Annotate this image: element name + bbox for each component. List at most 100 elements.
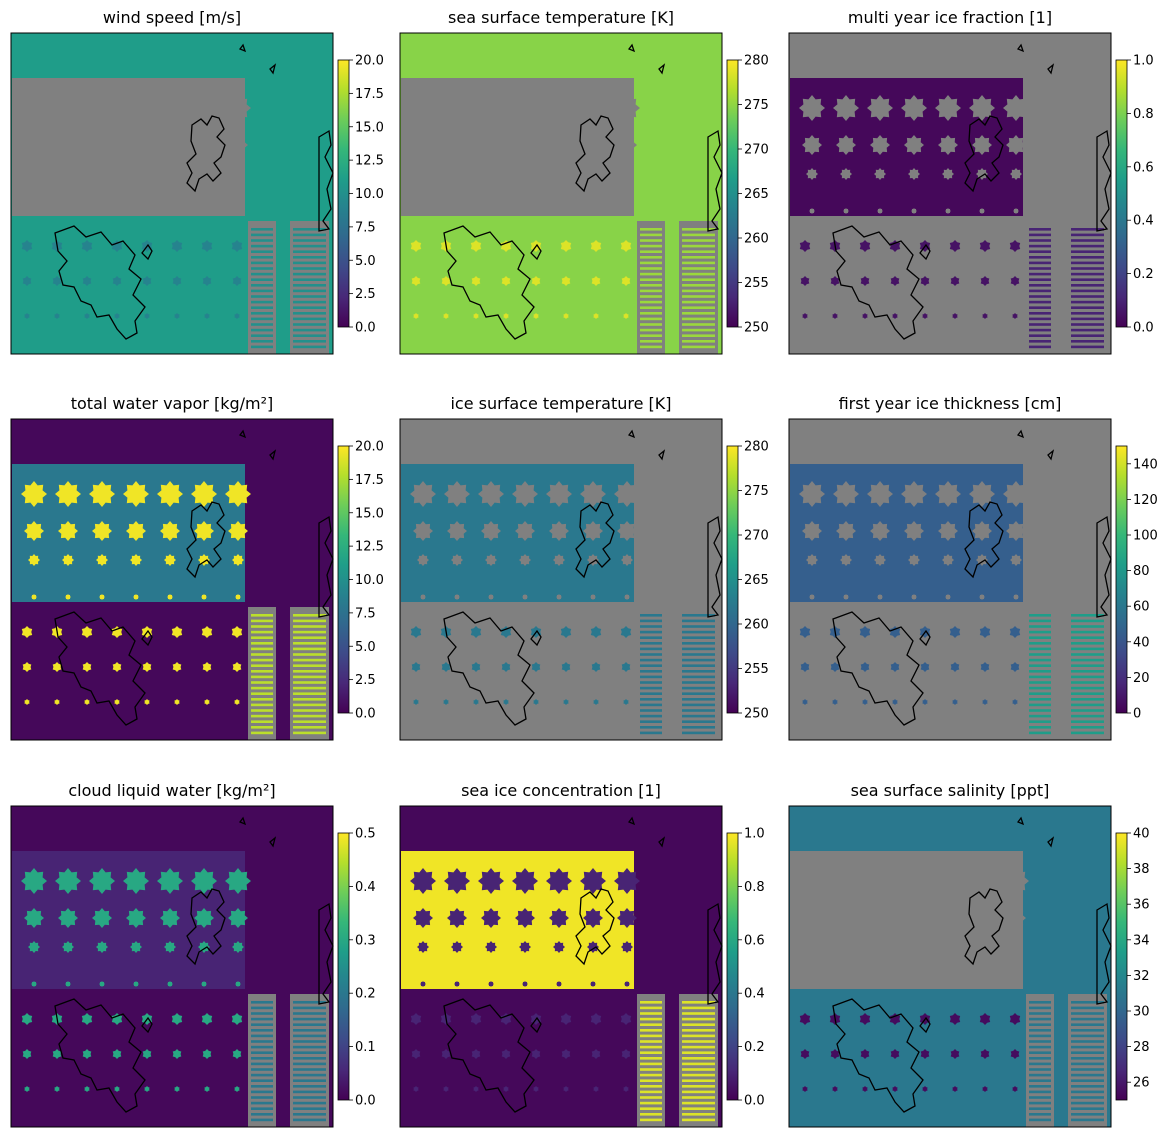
ice-box-marker bbox=[614, 481, 640, 507]
strip-band bbox=[682, 284, 715, 287]
open-water-marker bbox=[174, 699, 180, 705]
strip-band bbox=[1071, 289, 1104, 293]
strip-band bbox=[293, 720, 326, 723]
colorbar-tick-label: 1.0 bbox=[744, 827, 765, 842]
open-water-marker bbox=[593, 1086, 599, 1092]
ice-box-marker bbox=[451, 941, 463, 953]
colorbar-tick-label: 250 bbox=[744, 707, 769, 722]
ice-box-marker bbox=[130, 554, 142, 566]
strip-band bbox=[1071, 1006, 1104, 1010]
ice-box-marker bbox=[969, 868, 995, 894]
strip-band bbox=[640, 250, 662, 253]
colorbar-tick-label: 40 bbox=[1133, 827, 1150, 842]
ice-box-marker bbox=[228, 908, 248, 928]
ice-box-marker bbox=[870, 135, 890, 155]
strip-band bbox=[1029, 1062, 1051, 1066]
ice-box-marker bbox=[58, 908, 78, 928]
strip-band bbox=[251, 272, 273, 276]
open-water-marker bbox=[112, 662, 122, 672]
open-water-marker bbox=[234, 1086, 240, 1092]
strip-band bbox=[1071, 714, 1104, 718]
strip-band bbox=[293, 1085, 326, 1088]
strip-band bbox=[251, 1079, 273, 1082]
ice-box-marker bbox=[133, 208, 139, 214]
ice-box-marker bbox=[546, 868, 572, 894]
ice-box-marker bbox=[31, 594, 37, 600]
colorbar-tick-label: 0.4 bbox=[355, 880, 376, 895]
ice-box-marker bbox=[870, 908, 890, 928]
colorbar-tick-label: 7.5 bbox=[355, 606, 376, 621]
strip-band bbox=[1071, 1113, 1104, 1116]
open-water-marker bbox=[443, 313, 449, 319]
ice-box-marker bbox=[809, 594, 815, 600]
strip-band bbox=[682, 1040, 715, 1043]
strip-band bbox=[293, 731, 326, 735]
strip-band bbox=[1029, 703, 1051, 707]
ice-box-marker bbox=[417, 554, 429, 566]
map-frame bbox=[788, 418, 1112, 741]
strip-band bbox=[293, 664, 326, 667]
colorbar-tick-label: 5.0 bbox=[355, 640, 376, 655]
strip-band bbox=[251, 334, 273, 337]
strip-band bbox=[1029, 1107, 1051, 1110]
open-water-marker bbox=[799, 1013, 811, 1025]
ice-box-marker bbox=[945, 594, 951, 600]
coastline bbox=[575, 888, 615, 966]
colorbar-tick-label: 15.0 bbox=[355, 120, 384, 135]
strip-band bbox=[251, 709, 273, 712]
strip-band bbox=[682, 731, 715, 735]
strip-band bbox=[682, 1057, 715, 1060]
strip-band bbox=[251, 1096, 273, 1099]
strip-band bbox=[640, 1051, 662, 1054]
strip-band bbox=[640, 1096, 662, 1099]
strip-band bbox=[293, 1090, 326, 1094]
ice-box-marker bbox=[938, 521, 958, 541]
open-water-marker bbox=[204, 699, 210, 705]
open-water-marker bbox=[591, 1049, 601, 1059]
strip-region-2 bbox=[679, 607, 718, 740]
open-water-marker bbox=[84, 699, 90, 705]
strip-band bbox=[682, 709, 715, 712]
strip-band bbox=[1029, 1040, 1051, 1043]
coastline bbox=[627, 816, 636, 826]
strip-band bbox=[293, 289, 326, 293]
colorbar-tick-label: 280 bbox=[744, 54, 769, 69]
ice-box-marker bbox=[92, 135, 112, 155]
open-water-marker bbox=[1012, 1086, 1018, 1092]
strip-band bbox=[251, 1012, 273, 1015]
open-water-marker bbox=[531, 1049, 541, 1059]
open-water-marker bbox=[623, 313, 629, 319]
ice-box-marker bbox=[877, 981, 883, 987]
strip-band bbox=[1071, 1034, 1104, 1038]
open-water-marker bbox=[531, 276, 541, 286]
open-water-marker bbox=[621, 1049, 631, 1059]
ice-box-marker bbox=[130, 941, 142, 953]
ice-box-marker bbox=[614, 868, 640, 894]
ice-box-marker bbox=[228, 135, 248, 155]
strip-band bbox=[251, 714, 273, 718]
strip-band bbox=[251, 306, 273, 309]
map-frame bbox=[10, 32, 334, 355]
open-water-marker bbox=[231, 240, 243, 252]
open-water-marker bbox=[410, 240, 422, 252]
coastline bbox=[141, 243, 153, 261]
strip-band bbox=[251, 692, 273, 695]
coastline bbox=[964, 888, 1004, 966]
strip-band bbox=[1029, 317, 1051, 321]
strip-band bbox=[640, 300, 662, 304]
strip-band bbox=[640, 323, 662, 326]
colorbar-tick-label: 0 bbox=[1133, 707, 1141, 722]
colorbar-tick-label: 12.5 bbox=[355, 154, 384, 169]
strip-band bbox=[1029, 312, 1051, 315]
ice-box-marker bbox=[911, 594, 917, 600]
ice-box-marker bbox=[617, 908, 637, 928]
ice-box-marker bbox=[1010, 554, 1022, 566]
open-water-marker bbox=[142, 662, 152, 672]
strip-band bbox=[1029, 1006, 1051, 1010]
ice-box-marker bbox=[908, 168, 920, 180]
open-water-marker bbox=[142, 276, 152, 286]
open-water-marker bbox=[982, 313, 988, 319]
strip-band bbox=[1071, 1012, 1104, 1015]
ice-box-marker bbox=[874, 554, 886, 566]
colorbar-tick-label: 0.2 bbox=[1133, 267, 1154, 282]
